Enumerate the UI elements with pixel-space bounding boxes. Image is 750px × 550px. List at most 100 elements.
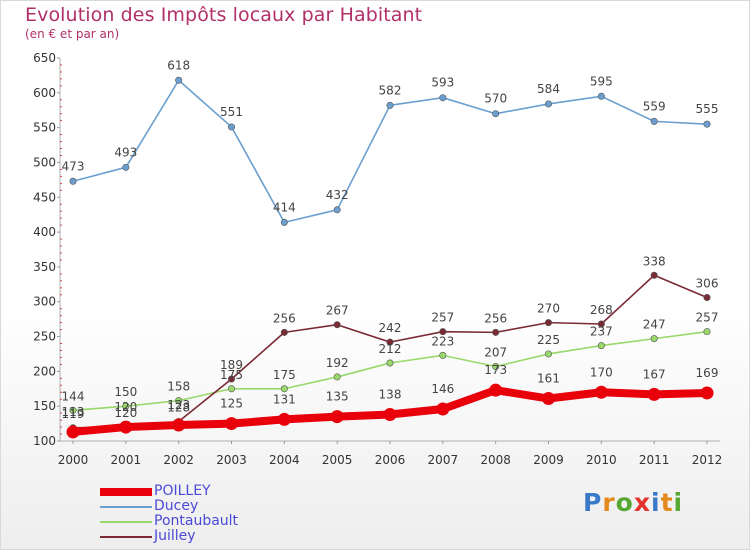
- legend-label: Juilley: [154, 528, 196, 544]
- data-point-pontaubault: [703, 328, 711, 336]
- data-point-ducey: [280, 218, 288, 226]
- data-point-poilley: [647, 387, 661, 401]
- data-label-pontaubault: 192: [326, 356, 349, 370]
- data-point-pontaubault: [280, 385, 288, 393]
- data-point-pontaubault: [386, 359, 394, 367]
- data-label-poilley: 169: [696, 366, 719, 380]
- y-tick-label: 500: [33, 155, 56, 169]
- proxiti-logo: Proxiti: [583, 488, 683, 517]
- data-point-juilley: [703, 294, 711, 302]
- data-label-pontaubault: 144: [62, 389, 85, 403]
- data-label-juilley: 189: [220, 358, 243, 372]
- x-tick-label: 2012: [692, 453, 723, 467]
- legend-label: Pontaubault: [154, 513, 239, 529]
- y-tick-label: 200: [33, 364, 56, 378]
- logo-letter: P: [583, 488, 603, 517]
- data-label-juilley: 256: [273, 311, 296, 325]
- data-label-juilley: 338: [643, 254, 666, 268]
- x-tick-label: 2001: [111, 453, 142, 467]
- data-point-poilley: [489, 383, 503, 397]
- logo-letter: i: [651, 488, 661, 517]
- x-tick-label: 2009: [533, 453, 564, 467]
- data-point-juilley: [280, 328, 288, 336]
- data-label-ducey: 432: [326, 188, 349, 202]
- data-point-poilley: [594, 385, 608, 399]
- data-label-poilley: 167: [643, 367, 666, 381]
- data-point-pontaubault: [650, 335, 658, 343]
- legend-swatch: [100, 488, 152, 496]
- data-point-juilley: [650, 271, 658, 279]
- data-point-poilley: [383, 408, 397, 422]
- data-point-poilley: [172, 418, 186, 432]
- data-label-poilley: 123: [167, 398, 190, 412]
- y-tick-label: 650: [33, 51, 56, 65]
- data-label-juilley: 270: [537, 302, 560, 316]
- data-point-pontaubault: [175, 397, 183, 405]
- data-point-ducey: [69, 177, 77, 185]
- data-label-pontaubault: 212: [379, 342, 402, 356]
- y-tick-label: 100: [33, 434, 56, 448]
- data-label-juilley: 257: [431, 311, 454, 325]
- data-label-poilley: 138: [379, 388, 402, 402]
- data-label-poilley: 161: [537, 372, 560, 386]
- data-label-ducey: 551: [220, 105, 243, 119]
- data-label-ducey: 593: [431, 76, 454, 90]
- legend-swatch: [100, 506, 152, 508]
- y-tick-label: 250: [33, 330, 56, 344]
- data-label-ducey: 559: [643, 99, 666, 113]
- data-label-juilley: 268: [590, 303, 613, 317]
- data-point-ducey: [544, 100, 552, 108]
- legend-label: Ducey: [154, 498, 199, 514]
- data-label-ducey: 584: [537, 82, 560, 96]
- x-tick-label: 2007: [428, 453, 459, 467]
- logo-letter: o: [615, 488, 634, 517]
- data-label-ducey: 618: [167, 58, 190, 72]
- logo-letter: r: [602, 488, 616, 517]
- y-tick-label: 400: [33, 225, 56, 239]
- data-label-juilley: 119: [62, 407, 85, 421]
- data-point-ducey: [386, 101, 394, 109]
- data-point-pontaubault: [492, 362, 500, 370]
- data-point-juilley: [386, 338, 394, 346]
- x-tick-label: 2004: [269, 453, 300, 467]
- data-label-pontaubault: 257: [696, 311, 719, 325]
- data-point-juilley: [439, 328, 447, 336]
- data-point-ducey: [597, 92, 605, 100]
- data-label-pontaubault: 158: [167, 380, 190, 394]
- logo-letter: x: [633, 488, 651, 517]
- y-tick-label: 550: [33, 121, 56, 135]
- data-point-poilley: [66, 425, 80, 439]
- legend-swatch: [100, 536, 152, 538]
- data-point-pontaubault: [439, 351, 447, 359]
- data-label-juilley: 242: [379, 321, 402, 335]
- data-point-ducey: [492, 110, 500, 118]
- data-point-ducey: [175, 76, 183, 84]
- data-label-poilley: 135: [326, 390, 349, 404]
- data-point-ducey: [333, 206, 341, 214]
- x-tick-label: 2000: [58, 453, 89, 467]
- data-label-pontaubault: 223: [431, 334, 454, 348]
- data-label-ducey: 555: [696, 102, 719, 116]
- data-label-juilley: 120: [114, 406, 137, 420]
- legend-label: POILLEY: [154, 483, 211, 499]
- data-label-poilley: 120: [114, 400, 137, 414]
- data-point-poilley: [225, 417, 238, 431]
- data-label-juilley: 306: [696, 277, 719, 291]
- data-label-juilley: 128: [167, 401, 190, 415]
- data-point-poilley: [700, 386, 714, 400]
- data-label-pontaubault: 237: [590, 325, 613, 339]
- data-label-pontaubault: 150: [114, 385, 137, 399]
- data-point-juilley: [492, 328, 500, 336]
- data-label-poilley: 131: [273, 392, 296, 406]
- data-label-pontaubault: 175: [220, 368, 243, 382]
- data-point-pontaubault: [228, 385, 236, 393]
- x-tick-label: 2010: [586, 453, 617, 467]
- y-tick-label: 300: [33, 295, 56, 309]
- data-point-juilley: [597, 320, 605, 328]
- data-point-pontaubault: [69, 406, 77, 414]
- data-label-pontaubault: 207: [484, 345, 507, 359]
- data-label-pontaubault: 247: [643, 318, 666, 332]
- data-label-pontaubault: 175: [273, 368, 296, 382]
